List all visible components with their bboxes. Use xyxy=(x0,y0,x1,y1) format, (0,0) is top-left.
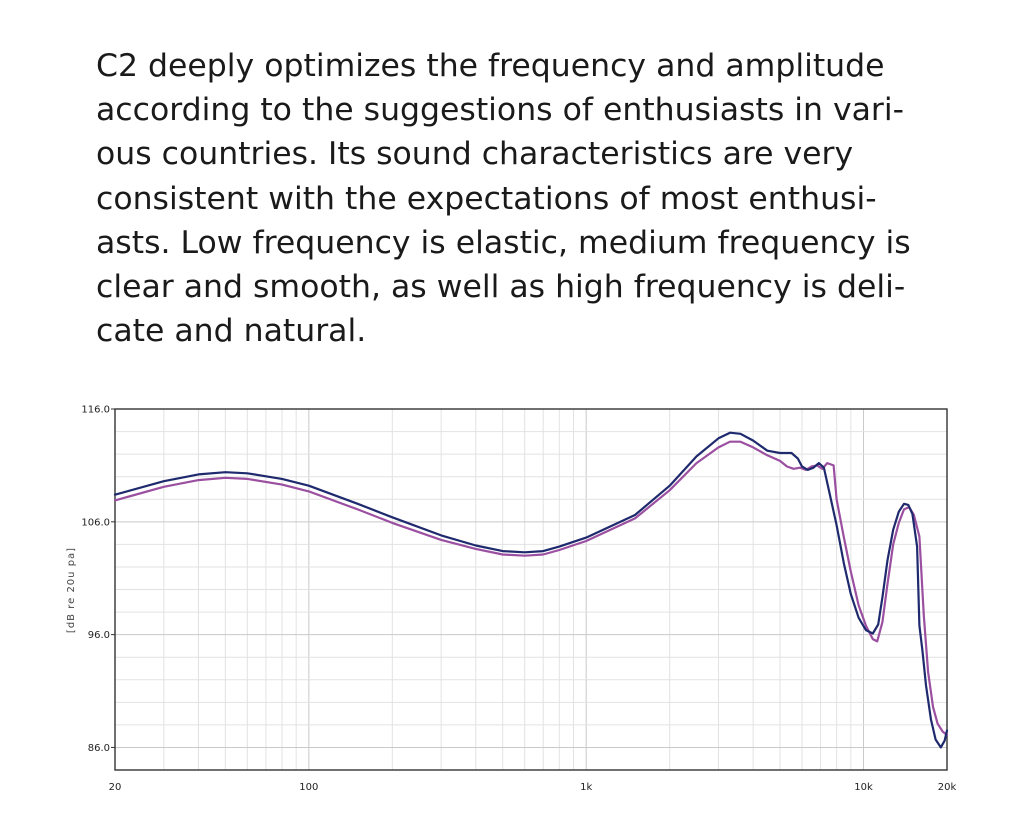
y-axis-label: [dB re 20u pa] xyxy=(66,547,77,633)
description-line: asts. Low frequency is elastic, medium f… xyxy=(96,224,911,261)
description-line: according to the suggestions of enthusia… xyxy=(96,92,904,129)
chart-tick-labels: 86.0 96.0 106.0 116.0 20 100 1k 10k 20k xyxy=(81,405,956,794)
y-tick-label: 86.0 xyxy=(88,743,110,754)
plot-frame xyxy=(114,408,948,771)
x-tick-label: 10k xyxy=(854,782,873,793)
y-tick-label: 96.0 xyxy=(88,630,110,641)
x-tick-label: 20 xyxy=(109,782,122,793)
description-line: cate and natural. xyxy=(96,313,367,350)
x-tick-label: 20k xyxy=(938,782,957,793)
description-line: clear and smooth, as well as high freque… xyxy=(96,269,906,306)
description-line: C2 deeply optimizes the frequency and am… xyxy=(96,48,885,84)
y-tick-label: 116.0 xyxy=(81,405,110,416)
series-line xyxy=(113,431,949,749)
chart-series xyxy=(113,431,949,749)
x-tick-label: 1k xyxy=(580,782,592,793)
y-tick-label: 106.0 xyxy=(81,517,110,528)
series-line xyxy=(113,440,949,737)
chart-grid xyxy=(115,409,947,770)
description-line: ous countries. Its sound characteristics… xyxy=(96,136,854,173)
description-paragraph: C2 deeply optimizes the frequency and am… xyxy=(96,44,956,353)
description-line: consistent with the expectations of most… xyxy=(96,180,877,217)
x-tick-label: 100 xyxy=(299,782,318,793)
